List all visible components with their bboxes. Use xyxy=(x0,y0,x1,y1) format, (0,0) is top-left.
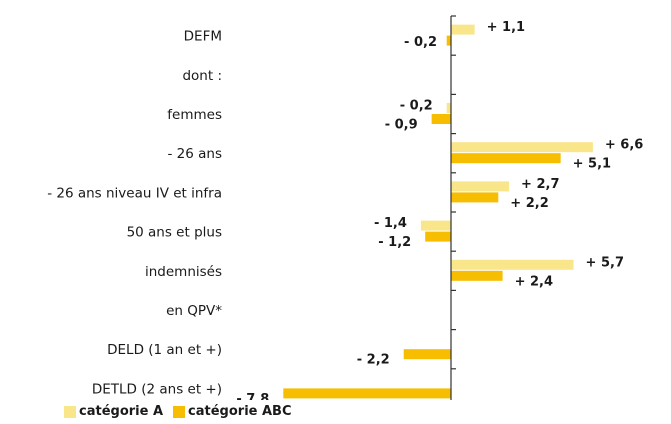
bar-categorie-a xyxy=(420,220,451,231)
bar-categorie-abc xyxy=(451,153,561,164)
value-label: - 7,8 xyxy=(236,392,269,400)
value-label: + 5,7 xyxy=(586,255,624,270)
legend-swatch-categorie-abc xyxy=(173,405,186,418)
bar-categorie-a xyxy=(451,24,475,35)
category-label: - 26 ans niveau IV et infra xyxy=(47,185,222,201)
category-label: femmes xyxy=(167,107,222,123)
legend-label-categorie-abc: catégorie ABC xyxy=(188,404,292,419)
category-labels: DEFM dont : femmes - 26 ans - 26 ans niveau … xyxy=(47,29,222,398)
value-label: - 0,2 xyxy=(400,99,433,114)
value-label: + 1,1 xyxy=(487,20,525,35)
bar-categorie-abc xyxy=(451,192,499,203)
value-label: + 2,2 xyxy=(510,196,548,211)
bar-categorie-abc xyxy=(403,349,451,360)
value-label: - 2,2 xyxy=(357,353,390,368)
legend-label-categorie-a: catégorie A xyxy=(79,404,164,419)
legend-item-categorie-abc: catégorie ABC xyxy=(173,404,292,419)
bar-categorie-abc xyxy=(283,388,451,399)
legend: catégorie A catégorie ABC xyxy=(64,404,292,419)
value-label: + 2,4 xyxy=(515,274,553,289)
bar-categorie-abc xyxy=(446,35,451,46)
bar-chart: DEFM dont : femmes - 26 ans - 26 ans niveau … xyxy=(47,15,643,400)
category-label: dont : xyxy=(182,68,222,84)
value-label: - 0,9 xyxy=(385,118,418,133)
category-label: DELD (1 an et +) xyxy=(107,342,222,358)
bar-categorie-a xyxy=(451,142,593,153)
bar-categorie-a xyxy=(451,259,574,270)
value-label: - 1,2 xyxy=(378,235,411,250)
category-label: 50 ans et plus xyxy=(127,225,222,241)
value-label: - 1,4 xyxy=(374,216,407,231)
category-label: - 26 ans xyxy=(168,146,223,162)
bar-categorie-abc xyxy=(425,231,451,242)
bar-categorie-abc xyxy=(451,270,503,281)
value-label: - 0,2 xyxy=(404,35,437,50)
category-label: en QPV* xyxy=(166,303,222,319)
value-label: + 6,6 xyxy=(605,138,643,153)
legend-item-categorie-a: catégorie A xyxy=(64,404,163,419)
bars xyxy=(283,24,593,399)
value-label: + 2,7 xyxy=(521,177,559,192)
legend-swatch-categorie-a xyxy=(64,405,76,418)
zero-axis xyxy=(450,15,456,400)
value-label: + 5,1 xyxy=(573,157,611,172)
bar-categorie-a xyxy=(446,103,451,113)
bar-categorie-a xyxy=(451,181,510,192)
bar-categorie-abc xyxy=(431,114,451,124)
value-labels: + 1,1 - 0,2 - 0,2 - 0,9 + 6,6 + 5,1 + 2,7 + 2,2… xyxy=(236,20,643,400)
category-label: DETLD (2 ans et +) xyxy=(92,381,222,397)
category-label: indemnisés xyxy=(145,264,222,280)
category-label: DEFM xyxy=(184,29,222,45)
